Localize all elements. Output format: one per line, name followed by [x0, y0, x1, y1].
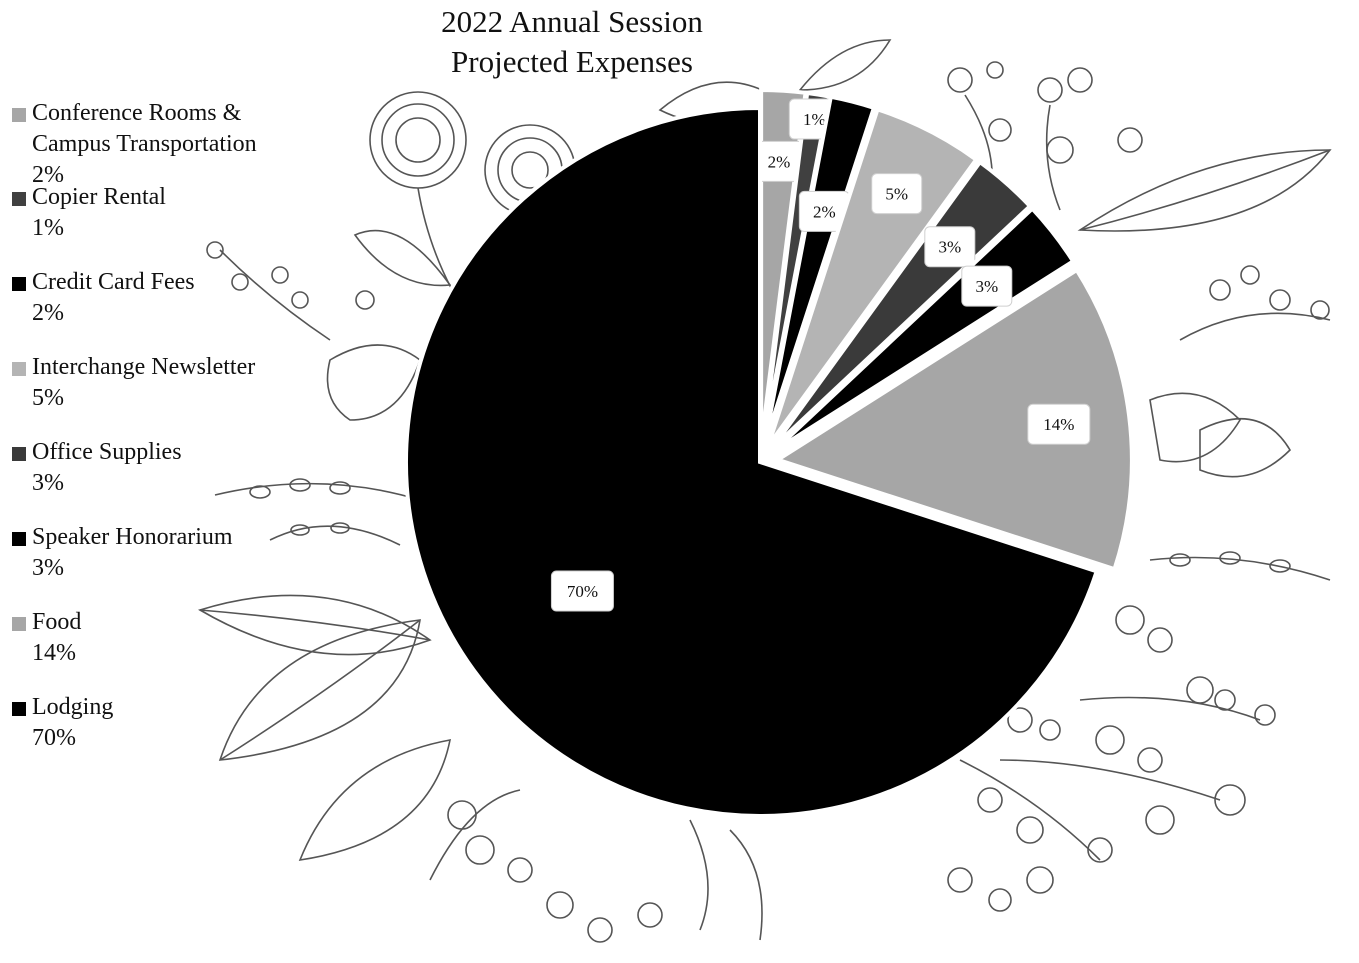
- chart-title-line-1: 2022 Annual Session: [441, 4, 703, 39]
- data-label-text: 5%: [885, 185, 908, 204]
- pie-slice-2: [762, 94, 877, 446]
- legend-label: Conference Rooms & Campus Transportation: [32, 100, 257, 157]
- data-label-text: 3%: [975, 277, 998, 296]
- data-label-2: 2%: [798, 190, 850, 232]
- data-label-text: 3%: [938, 238, 961, 257]
- legend-swatch: [12, 108, 26, 122]
- legend-value: 2%: [32, 300, 64, 326]
- data-label-text: 2%: [768, 152, 791, 171]
- legend-swatch: [12, 702, 26, 716]
- legend-label: Interchange Newsletter: [32, 354, 256, 380]
- data-label-5: 3%: [961, 265, 1013, 307]
- legend-value: 5%: [32, 385, 64, 411]
- legend-swatch: [12, 617, 26, 631]
- pie-slice-3: [766, 106, 980, 448]
- legend-value: 2%: [32, 162, 64, 188]
- legend-label: Copier Rental: [32, 184, 166, 210]
- legend-label: Food: [32, 609, 82, 635]
- data-label-text: 70%: [567, 582, 598, 601]
- data-label-3: 5%: [871, 173, 923, 215]
- legend-swatch: [12, 362, 26, 376]
- legend-value: 70%: [32, 725, 76, 751]
- legend-value: 14%: [32, 640, 76, 666]
- legend-label: Credit Card Fees: [32, 269, 195, 295]
- data-label-6: 14%: [1027, 403, 1091, 445]
- data-label-7: 70%: [550, 570, 614, 612]
- data-label-text: 1%: [803, 110, 826, 129]
- pie-slice-7: [404, 105, 1100, 818]
- legend-label: Speaker Honorarium: [32, 524, 233, 550]
- legend-label: Lodging: [32, 694, 114, 720]
- data-label-text: 14%: [1043, 415, 1074, 434]
- legend-swatch: [12, 447, 26, 461]
- legend-swatch: [12, 277, 26, 291]
- chart-title-line-2: Projected Expenses: [451, 44, 693, 79]
- legend-value: 3%: [32, 555, 64, 581]
- legend-swatch: [12, 192, 26, 206]
- pie-slice-6: [773, 267, 1134, 572]
- data-label-4: 3%: [924, 226, 976, 268]
- data-label-text: 2%: [813, 202, 836, 221]
- legend-value: 1%: [32, 215, 64, 241]
- legend-swatch: [12, 532, 26, 546]
- legend-value: 3%: [32, 470, 64, 496]
- legend-label: Office Supplies: [32, 439, 182, 465]
